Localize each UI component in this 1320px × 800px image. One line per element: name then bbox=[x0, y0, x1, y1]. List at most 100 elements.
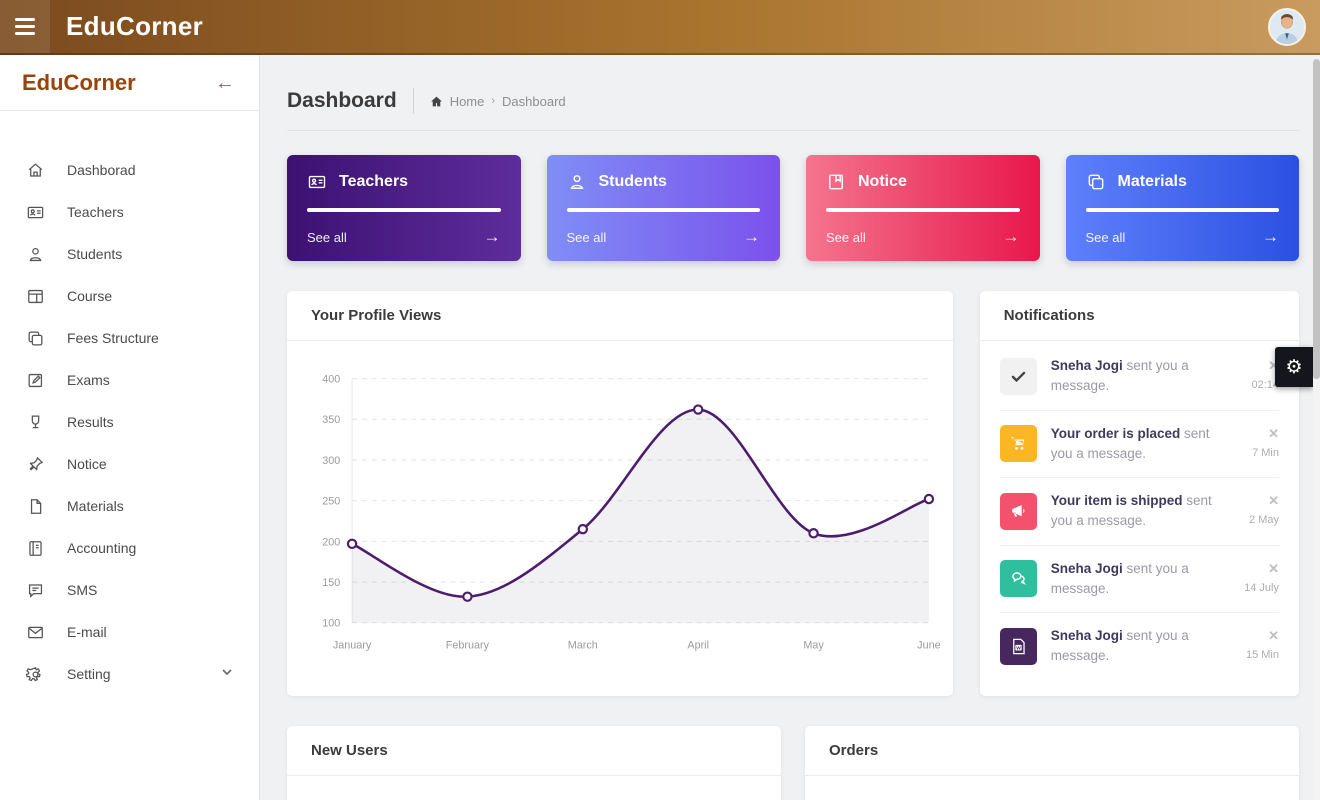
notifications-panel: Notifications Sneha Jogi sent you a mess… bbox=[979, 291, 1299, 696]
arrow-right-icon[interactable]: → bbox=[483, 227, 501, 246]
svg-text:W: W bbox=[1016, 645, 1021, 651]
card-divider bbox=[566, 207, 760, 212]
svg-text:March: March bbox=[568, 639, 598, 651]
app-brand: EduCorner bbox=[66, 11, 204, 41]
menu-toggle-button[interactable] bbox=[0, 0, 50, 53]
orders-panel: Orders bbox=[805, 726, 1299, 800]
scrollbar-thumb[interactable] bbox=[1313, 59, 1320, 379]
notice-card[interactable]: Notice See all → bbox=[806, 155, 1040, 261]
sidebar-item-exams[interactable]: Exams bbox=[0, 359, 259, 401]
user-avatar[interactable] bbox=[1268, 8, 1306, 46]
profile-views-title: Your Profile Views bbox=[287, 291, 953, 341]
svg-text:June: June bbox=[917, 639, 940, 651]
close-icon[interactable]: ✕ bbox=[1268, 628, 1279, 643]
svg-text:100: 100 bbox=[322, 618, 340, 630]
students-card[interactable]: Students See all → bbox=[546, 155, 780, 261]
sidebar-collapse-arrow-icon[interactable]: ← bbox=[215, 71, 235, 94]
svg-text:250: 250 bbox=[322, 496, 340, 508]
sidebar-brand: EduCorner bbox=[22, 69, 136, 95]
svg-text:May: May bbox=[803, 639, 824, 651]
profile-views-chart: 400 350 300 250 200 150 100 January February Marc… bbox=[287, 341, 953, 662]
notification-time: 7 Min bbox=[1252, 446, 1279, 459]
stat-cards-row: Teachers See all → Students See all → bbox=[287, 155, 1299, 261]
card-title: Teachers bbox=[339, 173, 409, 190]
close-icon[interactable]: ✕ bbox=[1268, 560, 1279, 576]
arrow-right-icon[interactable]: → bbox=[743, 227, 760, 246]
sidebar-item-course[interactable]: Course bbox=[0, 275, 259, 317]
orders-title: Orders bbox=[805, 726, 1299, 776]
sidebar-item-students[interactable]: Students bbox=[0, 233, 259, 275]
sidebar-item-teachers[interactable]: Teachers bbox=[0, 191, 259, 233]
notification-item: Sneha Jogi sent you a message. ✕ 14 July bbox=[999, 546, 1279, 613]
svg-text:January: January bbox=[333, 639, 372, 651]
sidebar-item-setting[interactable]: Setting bbox=[0, 653, 259, 695]
sidebar-item-dashboard[interactable]: Dashborad bbox=[0, 149, 259, 191]
see-all-link[interactable]: See all bbox=[826, 229, 866, 245]
notification-time: 15 Min bbox=[1245, 649, 1279, 661]
notification-item: Sneha Jogi sent you a message. ✕ 02:14 bbox=[999, 343, 1279, 411]
svg-text:February: February bbox=[446, 639, 490, 651]
see-all-link[interactable]: See all bbox=[1085, 229, 1126, 245]
word-doc-icon: W bbox=[999, 627, 1037, 665]
bookmark-book-icon bbox=[826, 172, 846, 192]
teachers-card[interactable]: Teachers See all → bbox=[287, 155, 521, 261]
sidebar-item-results[interactable]: Results bbox=[0, 401, 259, 443]
close-icon[interactable]: ✕ bbox=[1268, 493, 1279, 508]
user-icon bbox=[567, 172, 587, 192]
arrow-right-icon[interactable]: → bbox=[1262, 227, 1279, 246]
pushpin-icon bbox=[26, 455, 45, 474]
breadcrumb-home-icon bbox=[430, 95, 443, 108]
gear-icon bbox=[25, 665, 45, 684]
notification-time: 2 May bbox=[1249, 514, 1279, 526]
see-all-link[interactable]: See all bbox=[307, 229, 347, 245]
notification-text: Sneha Jogi sent you a message. bbox=[1050, 628, 1189, 664]
card-title: Notice bbox=[858, 173, 907, 190]
notification-text: Sneha Jogi sent you a message. bbox=[1050, 358, 1189, 394]
check-icon bbox=[999, 357, 1037, 395]
notification-text: Sneha Jogi sent you a message. bbox=[1050, 560, 1189, 596]
card-title: Students bbox=[598, 173, 667, 190]
settings-fab-button[interactable]: ⚙ bbox=[1275, 347, 1313, 387]
sidebar-item-accounting[interactable]: Accounting bbox=[0, 527, 259, 569]
edit-square-icon bbox=[26, 371, 45, 390]
notification-time: 02:14 bbox=[1251, 379, 1279, 391]
materials-card[interactable]: Materials See all → bbox=[1065, 155, 1299, 261]
arrow-right-icon[interactable]: → bbox=[1002, 227, 1020, 246]
envelope-icon bbox=[26, 623, 45, 642]
close-icon[interactable]: ✕ bbox=[1268, 425, 1279, 441]
notification-text: Your order is placed sent you a message. bbox=[1050, 425, 1210, 461]
breadcrumb-home-link[interactable]: Home bbox=[449, 93, 485, 109]
see-all-link[interactable]: See all bbox=[566, 229, 607, 245]
page-title: Dashboard bbox=[287, 89, 397, 112]
sidebar-item-notice[interactable]: Notice bbox=[0, 443, 259, 485]
copy-stack-icon bbox=[1086, 172, 1106, 192]
breadcrumb-separator: › bbox=[491, 95, 496, 107]
sidebar-item-fees-structure[interactable]: Fees Structure bbox=[0, 317, 259, 359]
sidebar-item-materials[interactable]: Materials bbox=[0, 485, 259, 527]
notification-item: Your order is placed sent you a message.… bbox=[999, 411, 1279, 478]
id-card-icon bbox=[26, 203, 45, 222]
chat-bubbles-icon bbox=[999, 560, 1037, 598]
notifications-title: Notifications bbox=[979, 291, 1299, 341]
card-divider bbox=[826, 207, 1020, 212]
trophy-icon bbox=[26, 413, 45, 432]
close-icon[interactable]: ✕ bbox=[1268, 358, 1279, 373]
card-title: Materials bbox=[1117, 173, 1187, 190]
notification-item: Your item is shipped sent you a message.… bbox=[999, 478, 1279, 546]
svg-text:400: 400 bbox=[322, 374, 340, 386]
copy-stack-icon bbox=[26, 329, 45, 348]
new-users-panel: New Users bbox=[287, 726, 781, 800]
svg-text:200: 200 bbox=[322, 536, 340, 548]
scrollbar-track[interactable] bbox=[1313, 55, 1320, 800]
card-divider bbox=[307, 207, 501, 212]
sidebar: EduCorner ← Dashborad Teachers Students … bbox=[0, 55, 260, 800]
sidebar-item-sms[interactable]: SMS bbox=[0, 569, 259, 611]
new-users-title: New Users bbox=[287, 726, 781, 776]
id-card-icon bbox=[307, 172, 327, 192]
sidebar-item-email[interactable]: E-mail bbox=[0, 611, 259, 653]
notification-time: 14 July bbox=[1244, 581, 1279, 594]
megaphone-icon bbox=[999, 492, 1037, 530]
file-icon bbox=[26, 497, 45, 516]
breadcrumb-current: Dashboard bbox=[502, 93, 566, 109]
chevron-down-icon bbox=[221, 665, 233, 683]
